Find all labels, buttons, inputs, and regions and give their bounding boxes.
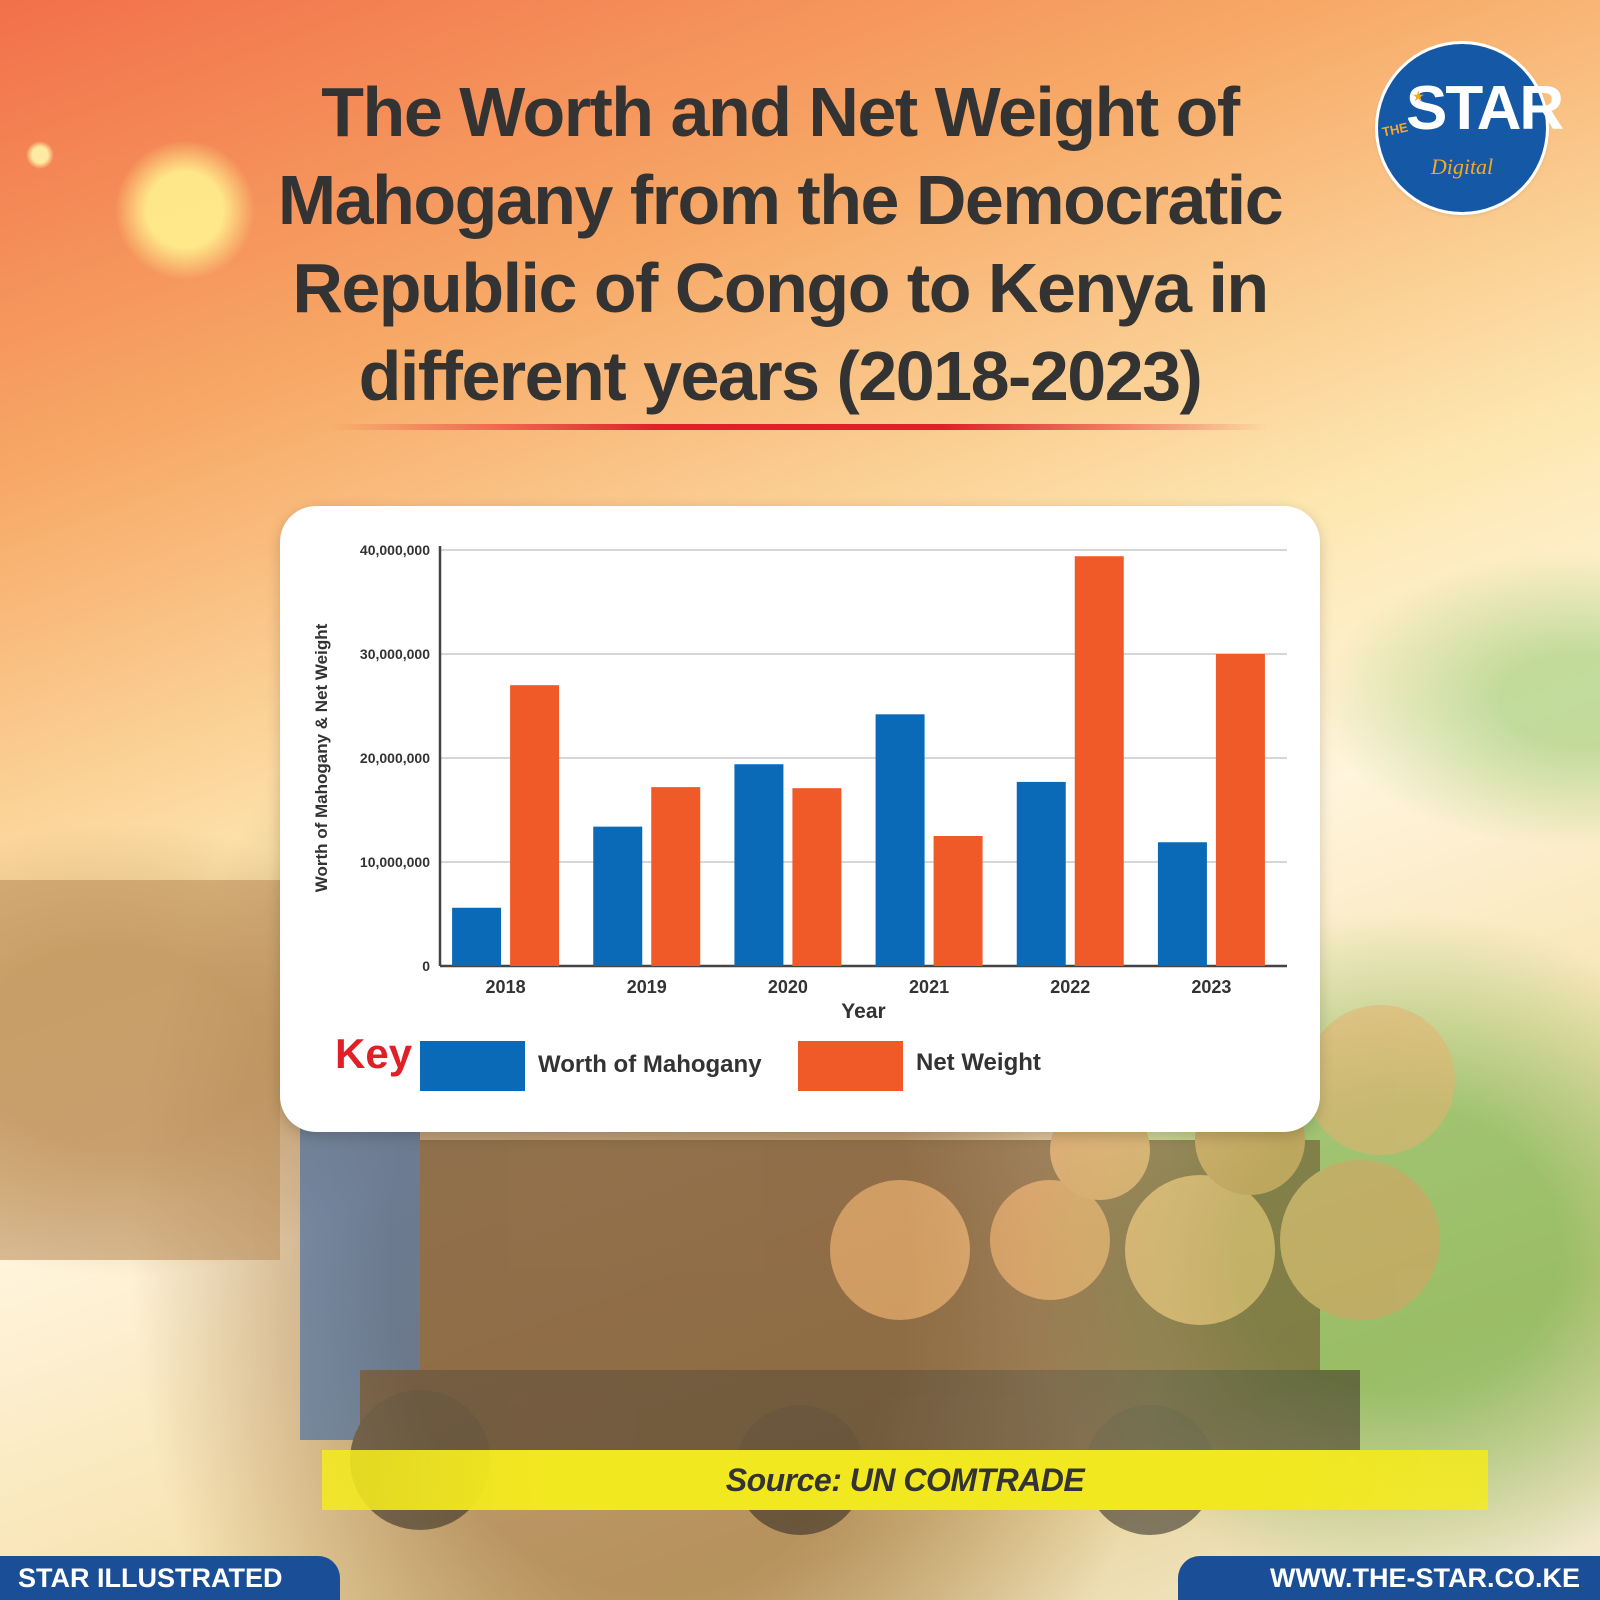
logo-star-text: STAR [1406,74,1564,143]
bar-worth-2023 [1157,842,1207,966]
footer-brand-label: STAR ILLUSTRATED [0,1556,340,1600]
log-end [1305,1005,1455,1155]
legend-label-worth: Worth of Mahogany [538,1051,762,1078]
the-star-digital-logo[interactable]: STAR THE ★ Digital [1378,44,1564,212]
page-title: The Worth and Net Weight of Mahogany fro… [277,73,1284,415]
y-axis-title: Worth of Mahogany & Net Weight [312,623,331,892]
bar-worth-2020 [734,764,784,966]
x-tick-label: 2020 [768,977,808,997]
source-text: Source: UN COMTRADE [725,1462,1085,1498]
x-axis-title: Year [841,1000,885,1023]
y-tick-label: 0 [422,958,430,974]
bar-net-weight-2019 [651,787,701,966]
bar-net-weight-2018 [510,685,560,966]
y-tick-label: 20,000,000 [360,750,430,766]
footer-website-link[interactable]: WWW.THE-STAR.CO.KE [1178,1556,1600,1600]
bar-worth-2022 [1016,781,1066,966]
y-tick-label: 10,000,000 [360,854,430,870]
bar-net-weight-2022 [1074,556,1124,966]
legend-key-label: Key [335,1030,413,1077]
bar-net-weight-2020 [792,788,842,966]
bar-net-weight-2021 [933,836,983,966]
x-tick-label: 2022 [1050,977,1090,997]
chart-card: 0 10,000,000 20,000,000 30,000,000 40,000,00… [280,506,1320,1132]
bar-worth-2021 [875,714,925,966]
logo-the-text: THE [1380,119,1410,140]
truck-chassis [360,1370,1360,1450]
legend-swatch-net-weight [798,1041,903,1091]
log-end [990,1180,1110,1300]
logo-digital-text: Digital [1430,154,1494,179]
log-end [1280,1160,1440,1320]
y-tick-label: 30,000,000 [360,646,430,662]
bar-worth-2019 [593,826,643,966]
source-band: Source: UN COMTRADE [322,1450,1488,1510]
title-underline [330,424,1270,430]
star-icon: ★ [1412,88,1425,104]
legend-label-net-weight: Net Weight [916,1049,1041,1076]
legend-swatch-worth [420,1041,525,1091]
bar-worth-2018 [452,907,502,966]
bar-chart: 0 10,000,000 20,000,000 30,000,000 40,000,00… [312,542,1287,1023]
y-tick-label: 40,000,000 [360,542,430,558]
x-tick-label: 2021 [909,977,949,997]
bar-net-weight-2023 [1215,654,1265,966]
lumber-stack [0,880,280,1260]
log-end [1125,1175,1275,1325]
log-end [830,1180,970,1320]
x-tick-label: 2018 [486,977,526,997]
x-tick-label: 2019 [627,977,667,997]
x-tick-label: 2023 [1191,977,1231,997]
